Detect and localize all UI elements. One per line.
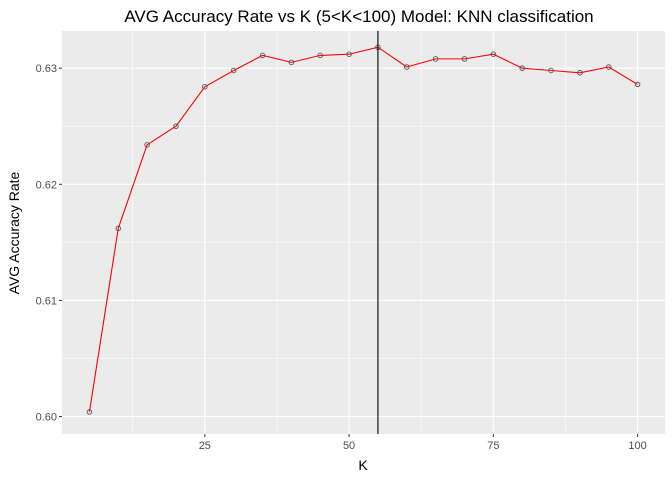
data-point <box>432 56 439 62</box>
data-point <box>577 70 583 76</box>
data-point <box>634 81 641 88</box>
x-tick-label: 25 <box>199 440 211 452</box>
data-point <box>346 51 352 57</box>
data-point <box>288 59 295 66</box>
axis-ticks: 25 50 75 100 0.60 0.61 0.62 0.63 <box>36 63 647 452</box>
x-tick-label: 50 <box>343 440 355 452</box>
y-tick-label: 0.63 <box>36 63 57 75</box>
data-point <box>548 67 554 74</box>
x-axis-title: K <box>358 457 368 473</box>
data-point <box>404 64 410 70</box>
data-point <box>144 142 150 148</box>
data-point <box>605 64 612 70</box>
series-layer <box>86 44 641 415</box>
y-tick-label: 0.62 <box>36 179 57 191</box>
y-tick-label: 0.61 <box>36 295 57 307</box>
x-tick-label: 75 <box>487 440 499 452</box>
data-point <box>115 225 122 232</box>
data-point <box>86 409 93 415</box>
data-point <box>202 83 208 90</box>
data-point <box>173 123 179 129</box>
grid-major <box>62 31 665 434</box>
data-point <box>490 51 497 57</box>
chart-title: AVG Accuracy Rate vs K (5<K<100) Model: … <box>124 7 593 26</box>
y-axis-title: AVG Accuracy Rate <box>6 171 22 294</box>
data-point <box>519 65 525 71</box>
y-tick-label: 0.60 <box>36 412 57 424</box>
data-point <box>461 56 468 62</box>
x-tick-label: 100 <box>628 440 646 452</box>
grid-minor <box>62 31 665 434</box>
series-line <box>88 46 638 413</box>
data-point <box>230 67 237 74</box>
data-point <box>259 52 266 59</box>
plot-panel <box>62 31 665 434</box>
data-point <box>317 52 323 59</box>
